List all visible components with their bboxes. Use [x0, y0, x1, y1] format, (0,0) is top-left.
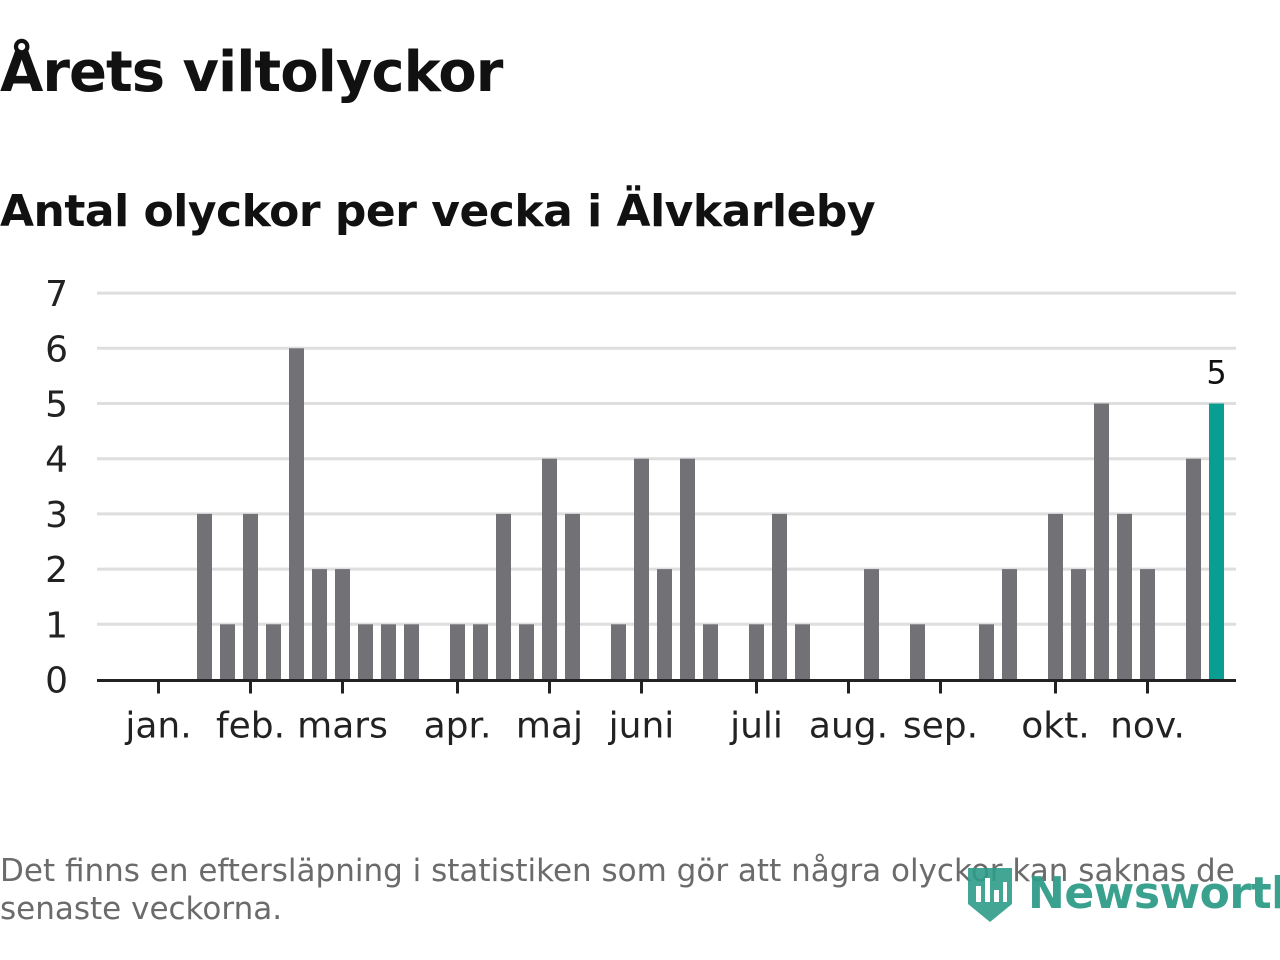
y-tick-label: 5 — [45, 385, 68, 426]
bar — [404, 624, 419, 680]
bar — [611, 624, 626, 680]
bar — [749, 624, 764, 680]
y-tick-label: 2 — [45, 550, 68, 591]
newsworthy-logo-icon — [968, 868, 1012, 922]
bar — [565, 513, 580, 680]
x-tick-label: sep. — [903, 706, 978, 747]
bar — [1048, 513, 1063, 680]
x-tick-label: mars — [297, 706, 388, 747]
bar — [910, 624, 925, 680]
bar — [1117, 513, 1132, 680]
y-tick-label: 4 — [45, 440, 68, 481]
x-tick-label: maj — [516, 706, 583, 747]
bar — [1094, 403, 1109, 680]
y-tick-label: 6 — [45, 329, 68, 370]
bar — [450, 624, 465, 680]
bar — [1186, 458, 1201, 680]
bar — [289, 348, 304, 680]
x-tick-label: juni — [608, 706, 675, 747]
chart-subtitle: Antal olyckor per vecka i Älvkarleby — [0, 186, 876, 237]
x-tick-label: apr. — [424, 706, 492, 747]
bar — [519, 624, 534, 680]
footnote: Det finns en eftersläpning i statistiken… — [0, 853, 1235, 927]
bar — [1140, 569, 1155, 680]
bar — [381, 624, 396, 680]
x-tick-label: nov. — [1110, 706, 1185, 747]
x-tick-label: jan. — [124, 706, 191, 747]
bar — [657, 569, 672, 680]
bar — [703, 624, 718, 680]
y-tick-label: 1 — [45, 605, 68, 646]
bar — [335, 569, 350, 680]
bar — [220, 624, 235, 680]
bar — [634, 458, 649, 680]
bar — [864, 569, 879, 680]
y-tick-label: 7 — [45, 274, 68, 315]
bar — [979, 624, 994, 680]
bar — [266, 624, 281, 680]
bar — [496, 513, 511, 680]
highlight-value-label: 5 — [1206, 354, 1226, 392]
x-tick-label: juli — [729, 706, 783, 747]
bar — [312, 569, 327, 680]
bar — [473, 624, 488, 680]
x-tick-label: feb. — [216, 706, 285, 747]
y-tick-label: 3 — [45, 495, 68, 536]
bar-highlight — [1209, 403, 1224, 680]
bar — [680, 458, 695, 680]
bar — [1002, 569, 1017, 680]
bar — [772, 513, 787, 680]
chart-title: Årets viltolyckor — [0, 40, 503, 105]
bar — [358, 624, 373, 680]
brand-name: Newsworthy — [1028, 867, 1280, 919]
bar — [243, 513, 258, 680]
x-tick-label: okt. — [1021, 706, 1089, 747]
bar — [1071, 569, 1086, 680]
bar — [795, 624, 810, 680]
y-tick-label: 0 — [45, 661, 68, 702]
x-tick-label: aug. — [809, 706, 888, 747]
bar — [542, 458, 557, 680]
bar — [197, 513, 212, 680]
brand-logo: Newsworthy — [964, 862, 1280, 924]
